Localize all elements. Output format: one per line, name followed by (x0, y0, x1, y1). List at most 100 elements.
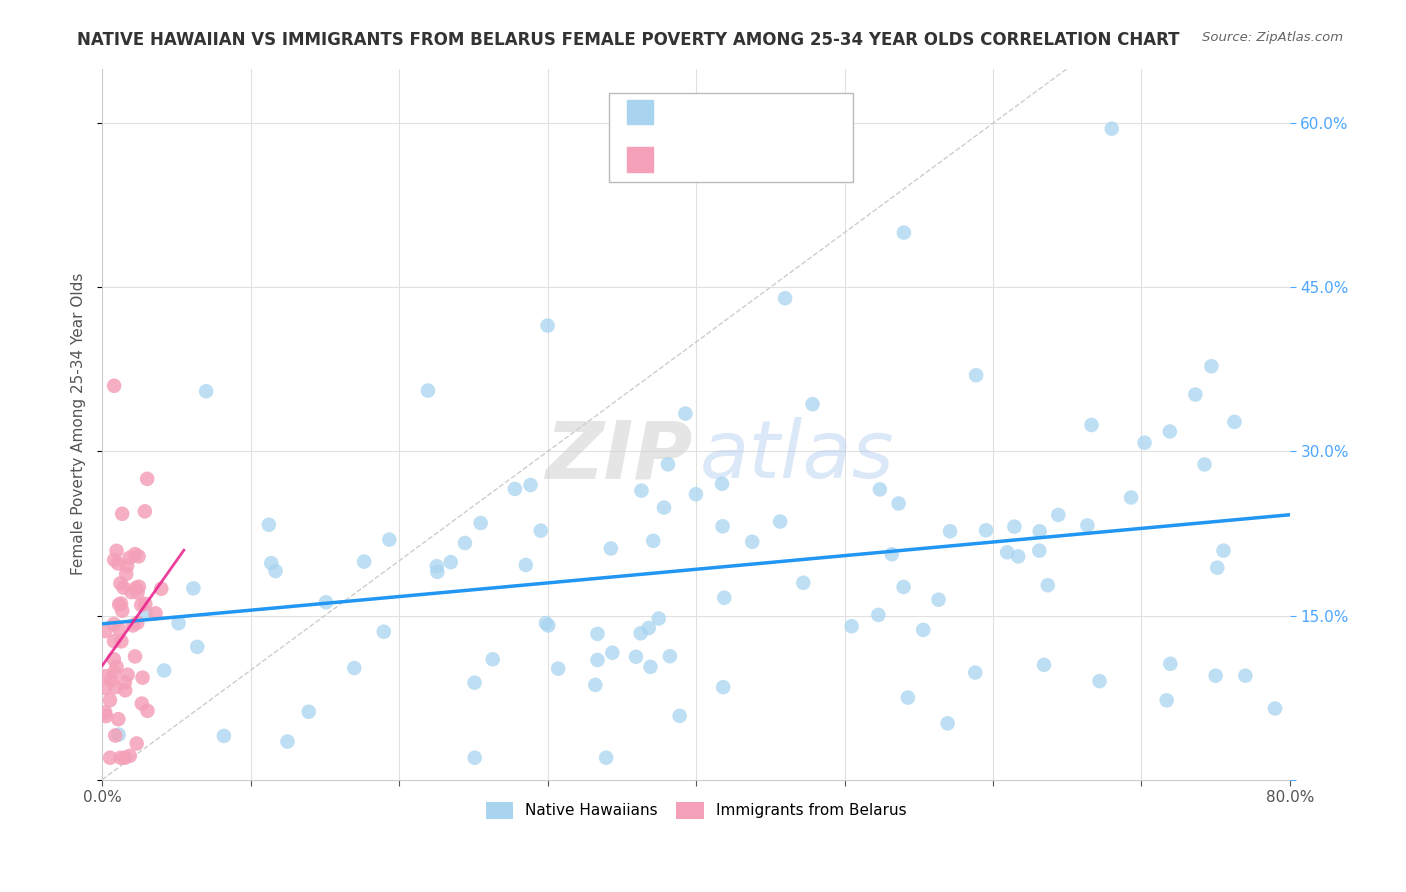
Point (464, 750, 486, 764)
Point (94, 669, 117, 683)
Text: NATIVE HAWAIIAN VS IMMIGRANTS FROM BELARUS FEMALE POVERTY AMONG 25-34 YEAR OLDS : NATIVE HAWAIIAN VS IMMIGRANTS FROM BELAR… (77, 31, 1180, 49)
Point (599, 541, 621, 556)
Point (711, 680, 734, 694)
Point (105, 544, 128, 558)
Point (503, 482, 526, 496)
Text: R =: R = (668, 152, 696, 167)
Point (94, 624, 117, 638)
Text: 56: 56 (804, 152, 825, 167)
Point (107, 712, 129, 726)
Point (713, 591, 735, 605)
FancyBboxPatch shape (609, 94, 853, 182)
Point (1007, 549, 1029, 564)
Bar (627, 100, 654, 124)
Point (107, 728, 129, 742)
Point (110, 750, 132, 764)
Point (115, 558, 138, 573)
Point (1156, 693, 1178, 707)
Point (122, 618, 145, 632)
Point (534, 616, 557, 631)
Point (373, 624, 395, 639)
Legend: Native Hawaiians, Immigrants from Belarus: Native Hawaiians, Immigrants from Belaru… (479, 796, 912, 825)
Point (117, 667, 139, 681)
Point (1088, 674, 1111, 689)
Point (583, 678, 606, 692)
Point (1159, 425, 1181, 439)
Point (912, 623, 935, 637)
Text: N =: N = (765, 104, 794, 120)
Point (1002, 519, 1025, 533)
Point (711, 519, 734, 533)
Point (515, 558, 537, 572)
Point (602, 646, 624, 660)
Point (264, 564, 287, 578)
Point (1133, 435, 1156, 450)
Point (1036, 578, 1059, 592)
Point (586, 653, 609, 667)
Point (965, 368, 987, 383)
Text: Source: ZipAtlas.com: Source: ZipAtlas.com (1202, 31, 1343, 45)
Point (103, 652, 125, 666)
Point (640, 660, 662, 674)
Point (643, 533, 665, 548)
Point (110, 597, 132, 611)
Point (1033, 657, 1056, 672)
Point (131, 671, 153, 685)
Point (98, 693, 121, 707)
Point (103, 378, 125, 392)
Point (1264, 701, 1286, 715)
Point (112, 581, 135, 595)
Point (98, 750, 121, 764)
Point (212, 729, 235, 743)
Point (893, 580, 915, 594)
Point (136, 472, 159, 486)
Point (378, 533, 401, 547)
Point (673, 407, 696, 421)
Point (1101, 121, 1123, 136)
Point (276, 734, 298, 748)
Point (1206, 560, 1229, 574)
Point (939, 524, 962, 539)
Point (353, 555, 375, 569)
Point (103, 634, 125, 648)
Point (893, 226, 915, 240)
Point (100, 673, 122, 688)
Point (1212, 543, 1234, 558)
Point (94, 709, 117, 723)
Point (118, 748, 141, 763)
Point (792, 575, 814, 590)
Point (131, 697, 153, 711)
Point (125, 581, 148, 595)
Point (1159, 657, 1181, 671)
Point (136, 704, 159, 718)
Text: ZIP: ZIP (546, 417, 693, 495)
Point (134, 597, 156, 611)
Point (127, 615, 149, 630)
Point (464, 675, 486, 690)
Point (1234, 668, 1257, 682)
Point (114, 750, 136, 764)
Point (648, 611, 671, 625)
Point (105, 659, 128, 673)
Point (186, 640, 208, 654)
Point (107, 557, 129, 571)
Point (1028, 543, 1050, 558)
Point (343, 661, 366, 675)
Point (1119, 491, 1142, 505)
Point (685, 487, 707, 501)
Point (298, 705, 321, 719)
Point (773, 291, 796, 305)
Text: 0.289: 0.289 (709, 152, 758, 167)
Point (426, 559, 449, 574)
Text: 0.212: 0.212 (709, 104, 758, 120)
Point (111, 507, 134, 521)
Point (114, 675, 136, 690)
Point (630, 483, 652, 498)
Point (104, 680, 127, 694)
Point (124, 547, 146, 561)
Point (103, 553, 125, 567)
Point (153, 664, 176, 678)
Point (118, 550, 141, 565)
Point (124, 649, 146, 664)
Point (936, 716, 959, 731)
